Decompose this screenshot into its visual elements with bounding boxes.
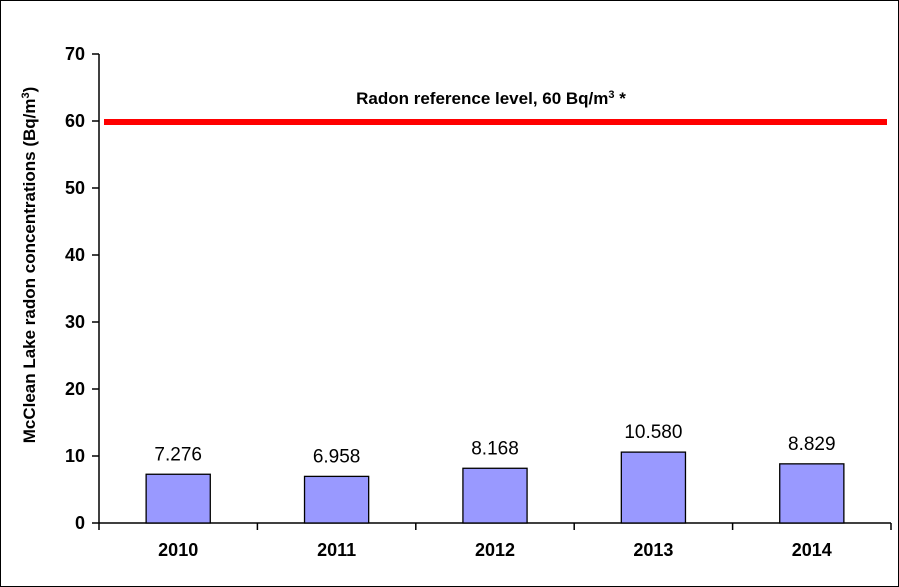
x-category-label: 2012 [475,540,515,560]
bar [462,467,528,524]
y-axis-title: McClean Lake radon concentrations (Bq/m3… [20,87,39,444]
bar-data-label: 10.580 [624,422,682,443]
bar-data-label: 8.168 [471,438,519,459]
bars: 7.276 6.958 8.168 10.580 8.829 [145,422,845,524]
x-category-label: 2010 [158,540,198,560]
y-tick-label: 50 [65,178,85,198]
y-tick-label: 0 [75,513,85,533]
bar [620,451,687,524]
y-tick-label: 10 [65,446,85,466]
bar-data-label: 8.829 [788,434,836,455]
y-axis: 0 10 20 30 40 50 60 70 [65,44,100,533]
bar [303,475,370,524]
y-tick-label: 70 [65,44,85,64]
reference-line-label: Radon reference level, 60 Bq/m3 * [356,89,626,108]
y-axis-title-superscript: 3 [20,92,32,98]
y-axis-title-text: McClean Lake radon concentrations (Bq/m [20,99,39,444]
y-tick-label: 20 [65,379,85,399]
reference-line-group: Radon reference level, 60 Bq/m3 * [104,89,887,125]
x-category-label: 2014 [792,540,832,560]
x-category-label: 2011 [317,540,356,560]
x-category-label: 2013 [633,540,673,560]
y-tick-label: 60 [65,111,85,131]
bar [779,463,845,524]
y-axis-title-end: ) [20,87,39,93]
bar [145,473,211,524]
y-tick-label: 30 [65,312,85,332]
bar-data-label: 6.958 [313,446,361,467]
x-axis: 2010 2011 2012 2013 2014 [98,522,892,560]
y-tick-label: 40 [65,245,85,265]
bar-data-label: 7.276 [154,444,202,465]
